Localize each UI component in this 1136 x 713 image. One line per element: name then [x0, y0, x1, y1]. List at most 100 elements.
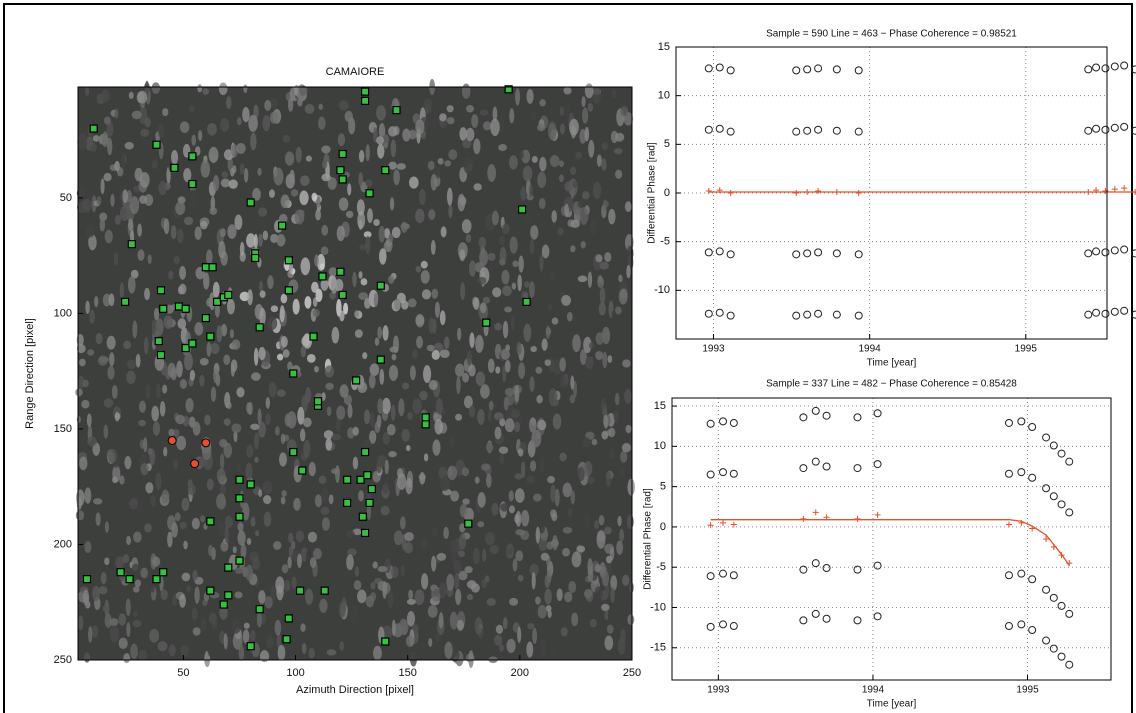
image-texture	[321, 507, 330, 515]
image-texture	[180, 121, 189, 133]
image-texture	[258, 590, 265, 604]
image-texture	[346, 211, 353, 218]
image-texture	[275, 426, 280, 436]
image-texture	[121, 151, 125, 168]
image-texture	[394, 299, 401, 311]
image-texture	[559, 374, 568, 388]
image-texture	[444, 337, 450, 350]
y-tick-label: 200	[54, 538, 72, 550]
image-texture	[602, 570, 609, 586]
point	[1121, 185, 1127, 191]
image-texture	[359, 150, 364, 162]
image-texture	[477, 492, 485, 508]
point	[171, 164, 178, 171]
image-texture	[568, 508, 573, 517]
image-texture	[331, 277, 338, 293]
image-texture	[359, 220, 363, 230]
image-texture	[504, 396, 509, 410]
image-texture	[480, 384, 490, 398]
image-texture	[398, 398, 404, 416]
image-texture	[428, 121, 436, 127]
image-texture	[392, 354, 397, 361]
image-texture	[184, 217, 193, 226]
image-texture	[443, 527, 449, 539]
image-texture	[370, 582, 375, 590]
point	[236, 557, 243, 564]
image-texture	[462, 467, 469, 476]
image-texture	[570, 375, 574, 389]
point	[1121, 307, 1128, 314]
image-texture	[239, 645, 244, 661]
image-texture	[530, 346, 536, 352]
image-texture	[536, 527, 540, 544]
image-texture	[428, 209, 435, 220]
image-texture	[85, 301, 89, 314]
point	[366, 499, 373, 506]
image-texture	[269, 189, 275, 198]
point	[359, 513, 366, 520]
y-tick-label: 150	[54, 423, 72, 435]
image-texture	[529, 376, 534, 392]
image-texture	[247, 538, 252, 545]
image-texture	[379, 248, 387, 264]
image-texture	[412, 349, 418, 358]
image-texture	[269, 382, 277, 398]
y-tick-label: -10	[654, 284, 670, 296]
image-texture	[570, 220, 580, 228]
image-texture	[171, 225, 177, 239]
y-tick-label: 15	[654, 400, 666, 412]
image-texture	[171, 522, 178, 537]
image-texture	[187, 484, 195, 495]
image-texture	[526, 89, 533, 104]
image-texture	[518, 362, 525, 379]
image-texture	[227, 224, 236, 239]
image-texture	[469, 405, 475, 417]
image-texture	[277, 354, 283, 361]
image-texture	[393, 336, 399, 354]
image-texture	[366, 596, 374, 608]
image-texture	[267, 317, 277, 330]
image-texture	[397, 586, 403, 600]
image-texture	[431, 556, 436, 572]
point	[337, 268, 344, 275]
image-texture	[219, 439, 227, 448]
image-texture	[388, 126, 397, 136]
y-tick-label: 100	[54, 307, 72, 319]
y-tick-label: -15	[650, 642, 666, 654]
image-texture	[596, 332, 604, 345]
image-texture	[501, 349, 510, 360]
image-texture	[512, 261, 518, 268]
image-texture	[535, 596, 541, 604]
image-texture	[496, 625, 503, 634]
image-texture	[123, 341, 131, 350]
image-texture	[315, 209, 321, 221]
image-texture	[466, 105, 474, 113]
image-texture	[287, 556, 291, 568]
image-texture	[309, 462, 316, 476]
point	[519, 206, 526, 213]
image-texture	[114, 161, 120, 171]
image-texture	[501, 270, 509, 285]
image-texture	[391, 405, 396, 421]
image-texture	[503, 321, 508, 339]
x-tick-label: 1994	[859, 344, 882, 355]
point	[422, 414, 429, 421]
image-texture	[382, 483, 389, 494]
y-tick-label: 250	[54, 654, 72, 666]
image-texture	[92, 586, 100, 602]
image-texture	[569, 119, 579, 136]
image-texture	[174, 256, 180, 264]
image-texture	[373, 561, 378, 568]
y-axis-label: Differential Phase [rad]	[647, 142, 658, 244]
image-texture	[271, 305, 278, 312]
image-texture	[503, 617, 508, 629]
image-texture	[477, 521, 484, 527]
image-texture	[553, 399, 559, 405]
image-texture	[529, 184, 533, 197]
image-texture	[520, 186, 526, 201]
image-texture	[220, 453, 224, 470]
point	[290, 449, 297, 456]
image-texture	[152, 160, 158, 168]
image-texture	[532, 156, 538, 163]
image-texture	[469, 332, 474, 348]
